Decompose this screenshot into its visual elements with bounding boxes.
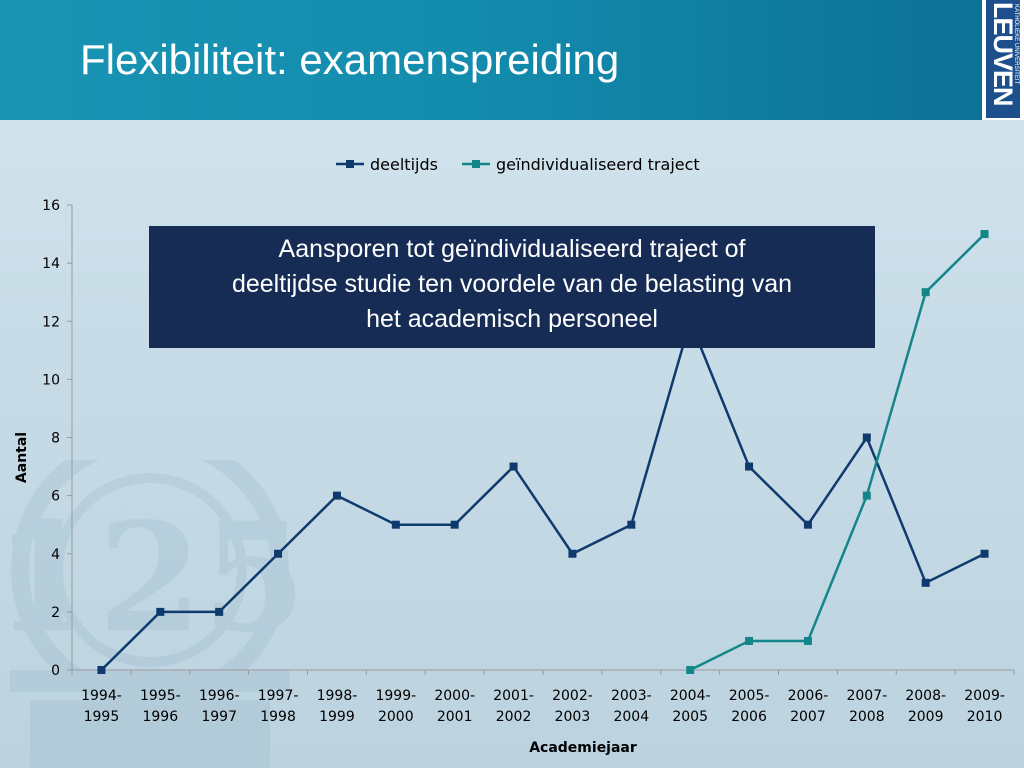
data-point xyxy=(745,636,754,645)
x-tick-label: 1999-2000 xyxy=(375,688,416,725)
x-tick-label: 2007-2008 xyxy=(846,688,887,725)
x-tick-label: 2005-2006 xyxy=(729,688,770,725)
data-point xyxy=(391,520,400,529)
x-tick-label: 1997-1998 xyxy=(258,688,299,725)
line-chart: 0 2 4 6 8 10 12 14 16 1994-1995 1995-1996 1996-1997… xyxy=(14,155,1015,756)
legend-swatch-marker xyxy=(346,160,354,168)
x-tick-label: 2001-2002 xyxy=(493,688,534,725)
data-point xyxy=(450,520,459,529)
university-logo: LEUVEN KATHOLIEKE UNIVERSITEIT xyxy=(982,0,1024,120)
y-axis-title: Aantal xyxy=(14,432,30,483)
x-tick-label: 1996-1997 xyxy=(199,688,240,725)
x-tick-label: 2004-2005 xyxy=(670,688,711,725)
data-point xyxy=(803,520,812,529)
logo-background xyxy=(986,0,1020,118)
legend-label: deeltijds xyxy=(370,155,438,174)
y-tick-label: 14 xyxy=(42,256,60,272)
x-tick-label: 1998-1999 xyxy=(317,688,358,725)
x-tick-label: 2002-2003 xyxy=(552,688,593,725)
data-point xyxy=(568,549,577,558)
data-point xyxy=(862,433,871,442)
slide-header: Flexibiliteit: examenspreiding LEUVEN KA… xyxy=(0,0,1024,120)
data-point xyxy=(627,520,636,529)
y-tick-label: 10 xyxy=(42,372,60,388)
x-tick-label: 2006-2007 xyxy=(788,688,829,725)
watermark-text: 125 xyxy=(0,490,300,666)
data-point xyxy=(803,636,812,645)
y-tick-label: 16 xyxy=(42,198,60,214)
y-tick-label: 12 xyxy=(42,314,60,330)
callout-line-3: het academisch personeel xyxy=(366,305,658,333)
data-point xyxy=(745,462,754,471)
y-tick-label: 8 xyxy=(51,431,60,447)
y-tick-label: 2 xyxy=(51,605,60,621)
x-tick-label: 1995-1996 xyxy=(140,688,181,725)
data-point xyxy=(862,491,871,500)
x-tick-label: 2000-2001 xyxy=(434,688,475,725)
data-point xyxy=(509,462,518,471)
slide-title: Flexibiliteit: examenspreiding xyxy=(80,36,620,83)
legend-label: geïndividualiseerd traject xyxy=(496,155,700,174)
logo-subtext: KATHOLIEKE UNIVERSITEIT xyxy=(1013,4,1019,85)
data-point xyxy=(921,288,930,297)
x-tick-label: 2009-2010 xyxy=(964,688,1005,725)
data-point xyxy=(97,666,106,674)
data-point xyxy=(332,491,341,500)
data-point xyxy=(686,666,695,674)
callout-line-1: Aansporen tot geïndividualiseerd traject… xyxy=(278,235,746,263)
x-tick-label: 1994-1995 xyxy=(81,688,122,725)
logo-wordmark: LEUVEN xyxy=(988,2,1018,106)
callout-line-2: deeltijdse studie ten voordele van de be… xyxy=(231,270,793,298)
data-point xyxy=(156,607,165,616)
data-point xyxy=(980,549,989,558)
x-tick-label: 2008-2009 xyxy=(905,688,946,725)
legend-swatch-marker xyxy=(472,160,480,168)
series-line-1 xyxy=(100,317,986,671)
x-tick-label: 2003-2004 xyxy=(611,688,652,725)
y-tick-label: 4 xyxy=(51,547,60,563)
data-point xyxy=(980,230,989,239)
y-tick-label: 0 xyxy=(51,663,60,679)
data-point xyxy=(215,607,224,616)
data-point xyxy=(921,578,930,587)
data-point xyxy=(274,549,283,558)
series-line-2 xyxy=(689,233,986,672)
callout-box: Aansporen tot geïndividualiseerd traject… xyxy=(149,226,875,348)
anniversary-watermark: 125 xyxy=(0,460,300,768)
x-axis-title: Academiejaar xyxy=(529,740,637,756)
y-tick-label: 6 xyxy=(51,489,60,505)
